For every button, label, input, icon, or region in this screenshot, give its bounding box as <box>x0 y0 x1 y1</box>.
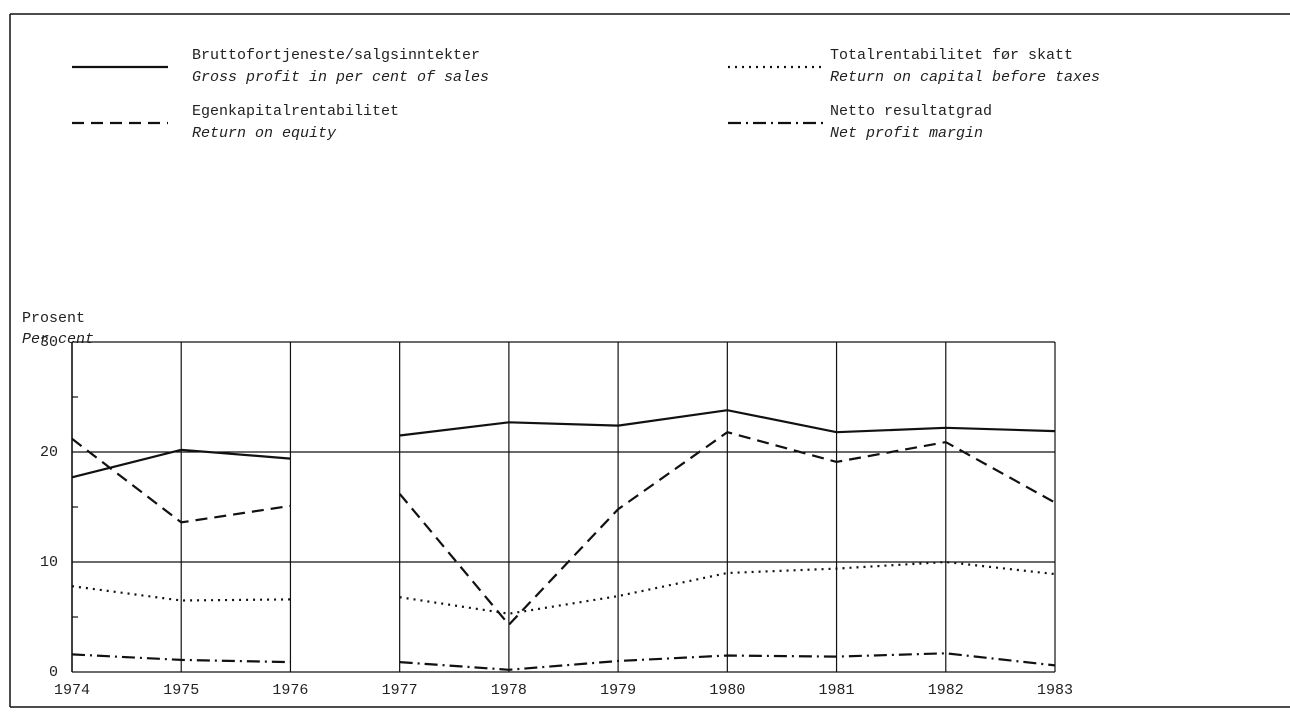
legend-label-en: Return on equity <box>192 125 337 142</box>
y-tick-label: 20 <box>40 444 58 461</box>
legend-label-en: Return on capital before taxes <box>830 69 1100 86</box>
legend-label: Bruttofortjeneste/salgsinntekter <box>192 47 480 64</box>
legend-label: Netto resultatgrad <box>830 103 992 120</box>
series-line <box>71 431 1056 627</box>
series-line <box>71 409 1056 479</box>
series-line <box>71 560 1056 615</box>
legend-label-en: Net profit margin <box>830 125 983 142</box>
y-axis-label-en: Per cent <box>22 331 94 348</box>
x-tick-label: 1978 <box>491 682 527 699</box>
x-tick-label: 1976 <box>272 682 308 699</box>
y-tick-label: 30 <box>40 334 58 351</box>
x-tick-label: 1980 <box>709 682 745 699</box>
x-tick-label: 1975 <box>163 682 199 699</box>
x-tick-label: 1979 <box>600 682 636 699</box>
y-tick-label: 10 <box>40 554 58 571</box>
x-tick-label: 1982 <box>928 682 964 699</box>
x-tick-label: 1977 <box>382 682 418 699</box>
x-tick-label: 1981 <box>819 682 855 699</box>
legend-label: Totalrentabilitet før skatt <box>830 47 1073 64</box>
y-axis-label: Prosent <box>22 310 85 327</box>
x-tick-label: 1983 <box>1037 682 1073 699</box>
x-tick-label: 1974 <box>54 682 90 699</box>
legend-label: Egenkapitalrentabilitet <box>192 103 399 120</box>
legend-label-en: Gross profit in per cent of sales <box>192 69 489 86</box>
y-tick-label: 0 <box>49 664 58 681</box>
series-line <box>71 652 1056 671</box>
